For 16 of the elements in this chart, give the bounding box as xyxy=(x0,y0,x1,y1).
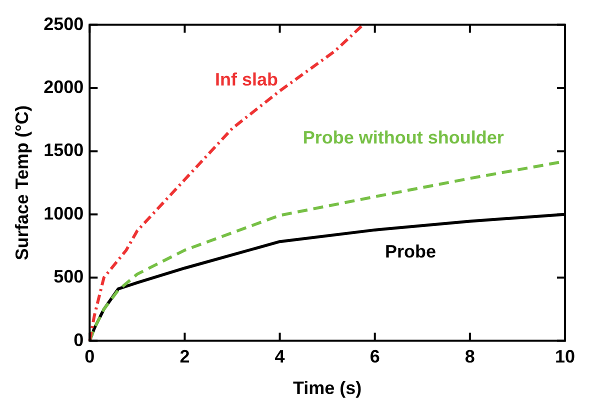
x-axis-title: Time (s) xyxy=(292,378,362,398)
x-tick-label: 10 xyxy=(554,346,576,367)
series-label: Inf slab xyxy=(215,69,278,90)
y-tick-label: 500 xyxy=(54,266,84,287)
y-tick-label: 2500 xyxy=(44,14,84,34)
y-tick-label: 2000 xyxy=(44,76,84,97)
x-tick-label: 4 xyxy=(274,346,285,367)
y-axis-title: Surface Temp (°C) xyxy=(12,105,32,260)
x-tick-label: 6 xyxy=(370,346,380,367)
series-label: Probe without shoulder xyxy=(302,128,504,148)
y-tick-label: 0 xyxy=(74,330,84,350)
y-tick-label: 1500 xyxy=(44,140,84,160)
series-label: Probe xyxy=(384,241,436,262)
x-tick-label: 2 xyxy=(180,346,190,367)
x-tick-label: 8 xyxy=(464,346,475,367)
y-tick-label: 1000 xyxy=(44,203,84,224)
